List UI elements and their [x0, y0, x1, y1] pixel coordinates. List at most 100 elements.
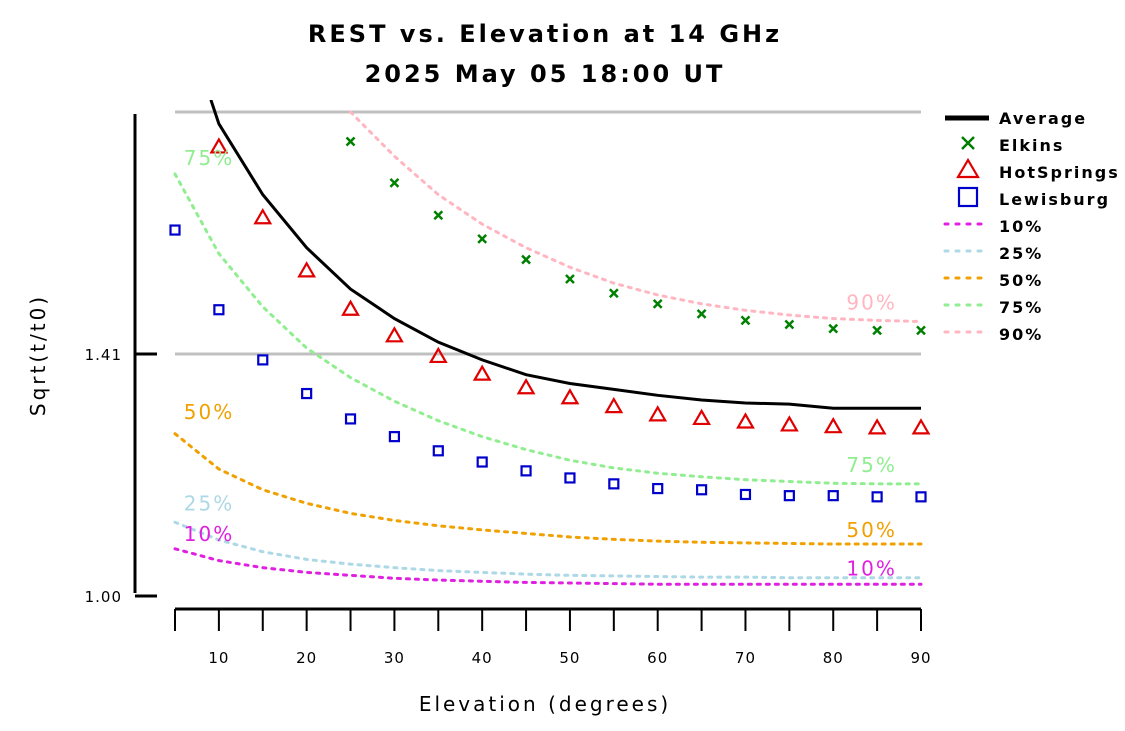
- chart-title: REST vs. Elevation at 14 GHz: [308, 20, 782, 48]
- percentile-label: 10%: [184, 522, 234, 546]
- plot-series: [169, 0, 931, 586]
- x-tick-label: 70: [735, 649, 756, 667]
- legend-label: 25%: [999, 244, 1043, 263]
- data-point: [520, 465, 532, 477]
- legend-swatch: [956, 157, 980, 179]
- legend-item-25pct: 25%: [943, 244, 1043, 263]
- legend-item-90pct: 90%: [943, 325, 1043, 344]
- series-average: [209, 99, 921, 410]
- legend-item-average: Average: [945, 109, 1087, 128]
- data-point: [911, 418, 931, 435]
- data-point: [823, 416, 843, 434]
- series-90pct: [349, 110, 923, 324]
- x-tick-label: 80: [823, 649, 844, 667]
- legend-item-10pct: 10%: [943, 217, 1043, 236]
- data-point: [476, 456, 488, 468]
- legend-item-50pct: 50%: [943, 271, 1043, 290]
- percentile-label: 50%: [184, 400, 234, 424]
- data-point: [345, 136, 356, 147]
- data-point: [565, 274, 575, 284]
- legend-label: Average: [999, 109, 1087, 128]
- data-point: [652, 482, 664, 495]
- axes: 1.00 1.41 10 20 30 40 50 60 70 80 90: [85, 114, 931, 667]
- series-75pct: [173, 172, 923, 486]
- data-point: [253, 208, 273, 225]
- legend-swatch: [961, 136, 975, 150]
- x-tick-label: 30: [384, 649, 405, 667]
- data-point: [916, 325, 926, 336]
- data-point: [169, 224, 181, 236]
- data-point: [477, 234, 488, 244]
- x-tick-label: 20: [296, 649, 317, 667]
- legend: Average Elkins HotSprings Lewisburg 10% 25% 50…: [943, 109, 1120, 344]
- data-point: [696, 308, 707, 319]
- legend-item-75pct: 75%: [943, 298, 1043, 317]
- data-point: [827, 490, 839, 502]
- data-point: [472, 364, 492, 381]
- data-point: [692, 408, 711, 426]
- percentile-label: 10%: [846, 556, 896, 580]
- y-tick-label: 1.00: [85, 588, 122, 606]
- data-point: [213, 304, 225, 316]
- data-point: [432, 445, 444, 457]
- data-point: [428, 346, 448, 364]
- data-point: [433, 210, 444, 221]
- x-tick-label: 50: [559, 649, 580, 667]
- data-point: [739, 488, 752, 501]
- data-point: [915, 491, 927, 503]
- legend-label: 10%: [999, 217, 1043, 236]
- percentile-label: 75%: [184, 146, 234, 170]
- series-line-75pct: [173, 172, 923, 486]
- data-point: [301, 387, 313, 400]
- legend-item-elkins: Elkins: [961, 136, 1064, 155]
- data-point: [209, 137, 229, 154]
- x-tick-label: 90: [910, 649, 931, 667]
- data-point: [783, 490, 795, 502]
- plot-top-mask: [170, 0, 230, 100]
- x-tick-label: 40: [472, 649, 493, 667]
- y-axis-title: Sqrt(t/t0): [26, 294, 50, 416]
- series-50pct: [173, 432, 923, 546]
- data-point: [257, 354, 269, 366]
- series-line-50pct: [173, 432, 923, 546]
- data-point: [652, 298, 663, 309]
- data-point: [608, 478, 620, 490]
- series-line-average: [209, 99, 921, 410]
- legend-label: Lewisburg: [999, 190, 1110, 209]
- legend-swatch: [957, 186, 979, 208]
- series-lewisburg: [169, 224, 927, 503]
- legend-item-lewisburg: Lewisburg: [957, 186, 1110, 209]
- legend-label: 50%: [999, 271, 1043, 290]
- data-point: [604, 396, 624, 414]
- data-point: [388, 431, 401, 443]
- series-line-90pct: [349, 110, 923, 324]
- data-point: [740, 315, 751, 326]
- legend-label: 90%: [999, 325, 1043, 344]
- series-hotsprings: [209, 137, 931, 435]
- series-10pct: [173, 547, 923, 586]
- legend-label: 75%: [999, 298, 1043, 317]
- data-point: [560, 388, 580, 405]
- series-25pct: [173, 520, 923, 580]
- y-tick-label: 1.41: [85, 346, 122, 364]
- percentile-label: 25%: [184, 491, 234, 515]
- legend-label: HotSprings: [999, 163, 1120, 182]
- data-point: [389, 177, 400, 188]
- data-point: [297, 261, 317, 278]
- chart-subtitle: 2025 May 05 18:00 UT: [365, 60, 726, 88]
- data-point: [341, 299, 360, 316]
- data-point: [872, 325, 883, 336]
- legend-label: Elkins: [999, 136, 1064, 155]
- data-point: [648, 405, 668, 422]
- x-tick-label: 10: [208, 649, 229, 667]
- data-point: [385, 326, 404, 343]
- data-point: [695, 484, 708, 496]
- data-point: [521, 254, 531, 265]
- x-axis-title: Elevation (degrees): [419, 692, 671, 716]
- series-elkins: [345, 136, 926, 336]
- data-point: [779, 415, 799, 432]
- x-tick-label: 60: [647, 649, 668, 667]
- percentile-label: 75%: [846, 453, 896, 477]
- data-point: [736, 412, 755, 429]
